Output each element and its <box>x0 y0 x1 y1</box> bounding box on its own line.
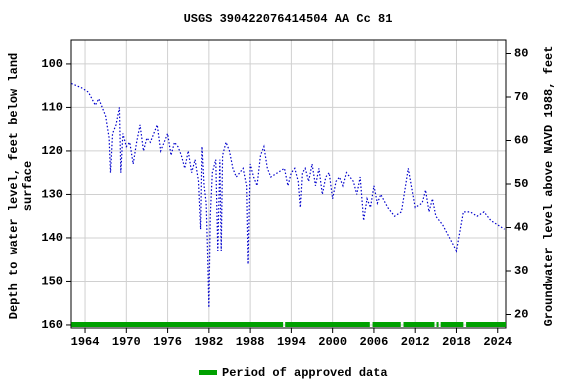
legend-label: Period of approved data <box>222 366 388 380</box>
approved-period <box>403 322 435 327</box>
x-tick-label: 1976 <box>153 335 182 349</box>
y2-tick-label: 40 <box>514 221 528 235</box>
y2-axis-label: Groundwater level above NAVD 1988, feet <box>542 46 556 327</box>
approved-period <box>466 322 506 327</box>
y2-tick-label: 30 <box>514 264 528 278</box>
y-axis-label: surface <box>21 161 35 211</box>
x-tick-label: 1982 <box>194 335 223 349</box>
legend-swatch <box>199 370 217 375</box>
y-tick-label: 140 <box>41 231 63 245</box>
y2-tick-label: 70 <box>514 90 528 104</box>
approved-period <box>71 322 284 327</box>
approved-period <box>372 322 401 327</box>
y-tick-label: 120 <box>41 144 63 158</box>
plot-frame <box>70 39 507 329</box>
x-tick-label: 1994 <box>277 335 306 349</box>
x-tick-label: 2018 <box>442 335 471 349</box>
approved-period <box>285 322 370 327</box>
y-tick-label: 150 <box>41 275 63 289</box>
approved-period <box>440 322 464 327</box>
y2-tick-label: 80 <box>514 47 528 61</box>
x-tick-label: 1970 <box>112 335 141 349</box>
x-tick-label: 1964 <box>71 335 100 349</box>
y-tick-label: 100 <box>41 57 63 71</box>
approved-period <box>436 322 439 327</box>
y-tick-label: 110 <box>41 101 63 115</box>
x-tick-label: 1988 <box>236 335 265 349</box>
x-tick-label: 2012 <box>401 335 430 349</box>
y-axis-label: Depth to water level, feet below land <box>7 53 21 319</box>
chart-title: USGS 390422076414504 AA Cc 81 <box>184 12 393 26</box>
y2-tick-label: 60 <box>514 134 528 148</box>
y-tick-label: 130 <box>41 188 63 202</box>
y2-tick-label: 20 <box>514 308 528 322</box>
x-tick-label: 2024 <box>483 335 512 349</box>
data-line <box>71 82 505 308</box>
y2-tick-label: 50 <box>514 177 528 191</box>
x-tick-label: 2006 <box>360 335 389 349</box>
y-tick-label: 160 <box>41 318 63 332</box>
x-tick-label: 2000 <box>318 335 347 349</box>
